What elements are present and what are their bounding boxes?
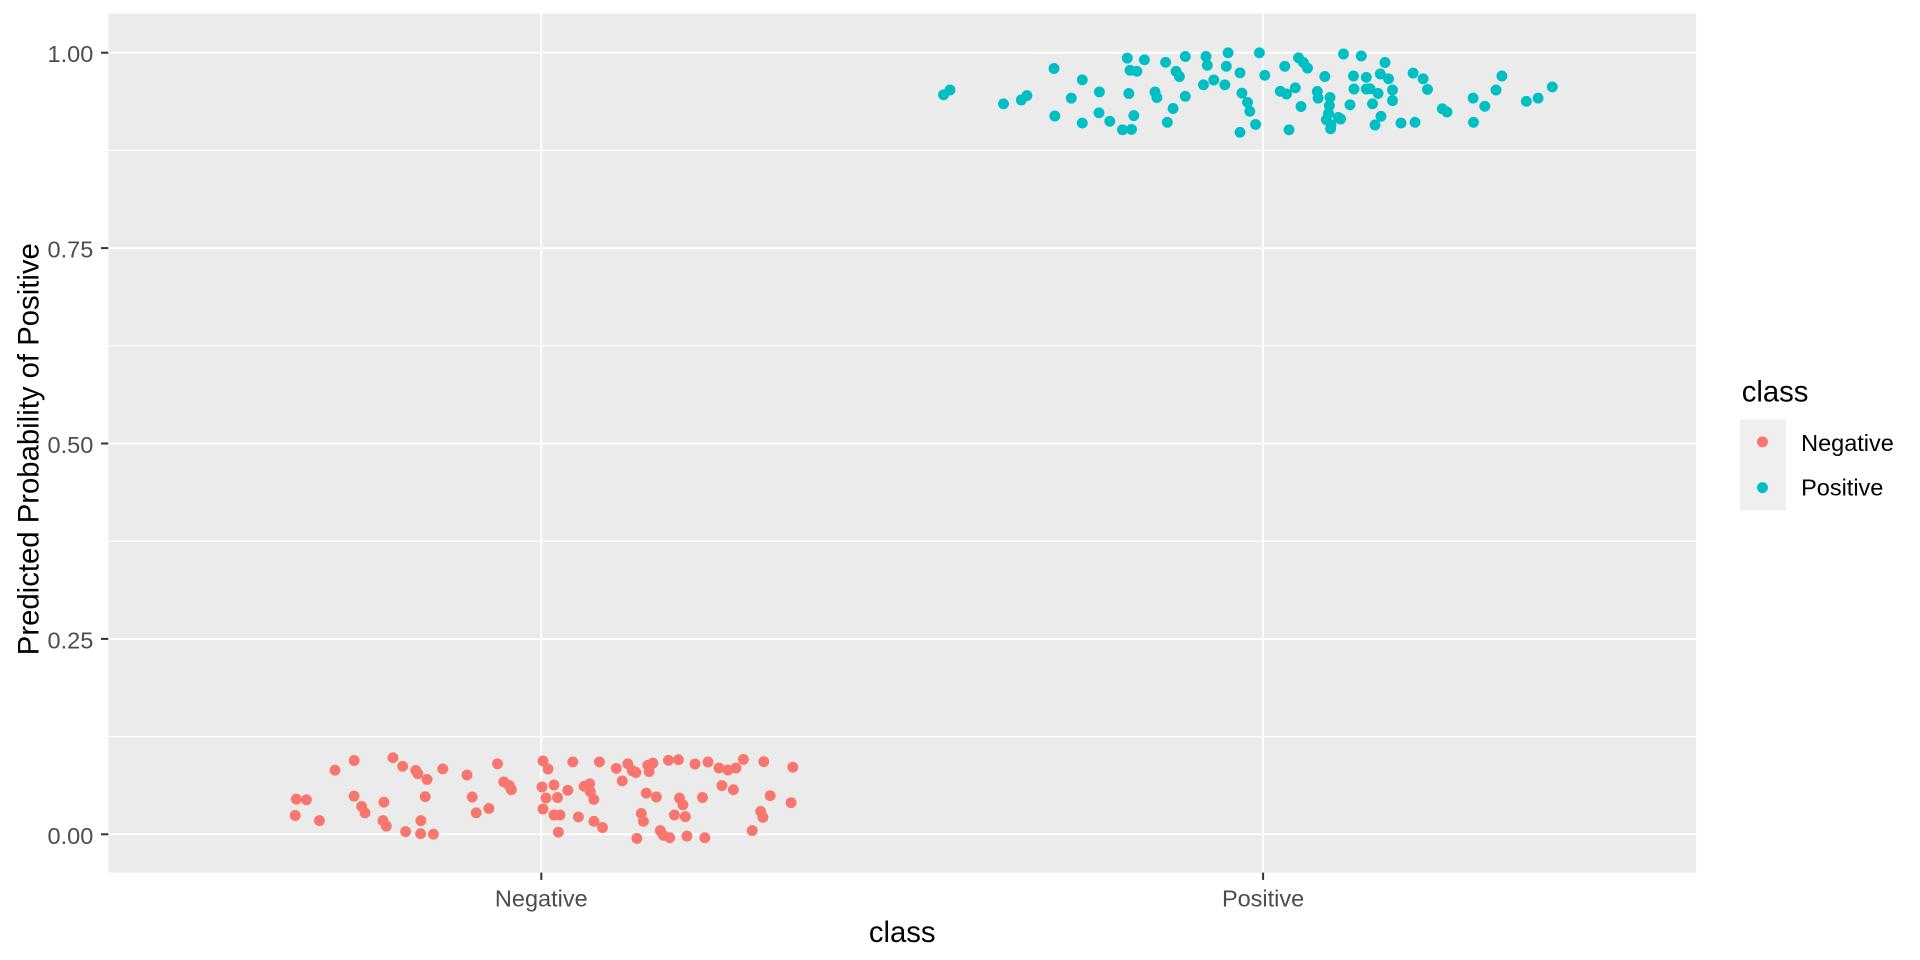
svg-text:0.75: 0.75 bbox=[48, 237, 94, 263]
svg-text:Predicted Probability of Posit: Predicted Probability of Positive bbox=[13, 243, 46, 655]
svg-text:0.50: 0.50 bbox=[48, 432, 94, 458]
svg-text:Positive: Positive bbox=[1222, 886, 1304, 912]
svg-text:Negative: Negative bbox=[1801, 430, 1894, 456]
svg-text:Negative: Negative bbox=[495, 886, 588, 912]
svg-text:class: class bbox=[869, 916, 936, 949]
svg-text:0.00: 0.00 bbox=[48, 823, 94, 849]
svg-text:class: class bbox=[1742, 375, 1809, 408]
svg-text:0.25: 0.25 bbox=[48, 627, 94, 653]
svg-text:1.00: 1.00 bbox=[48, 41, 94, 67]
svg-text:Positive: Positive bbox=[1801, 475, 1883, 501]
